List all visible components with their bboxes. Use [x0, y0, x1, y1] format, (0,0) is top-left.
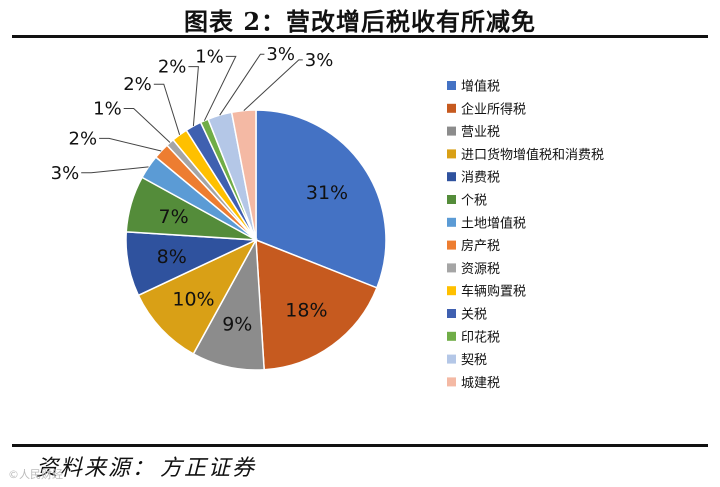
legend-label-3: 营业税 [461, 125, 500, 140]
legend-label-8: 房产税 [461, 238, 500, 254]
legend-swatch-11 [447, 309, 456, 318]
data-label-14: 3% [305, 50, 334, 71]
legend-swatch-8 [447, 240, 456, 250]
data-label-1: 31% [306, 182, 348, 204]
legend-label-10: 车辆购置税 [461, 284, 526, 300]
legend-swatch-9 [447, 263, 456, 273]
leader-line-10 [153, 83, 181, 135]
data-label-8: 2% [69, 128, 98, 149]
leader-line-8 [99, 137, 162, 152]
legend-label-6: 个税 [461, 194, 487, 209]
data-label-13: 3% [266, 44, 295, 65]
legend-label-11: 关税 [461, 308, 487, 323]
leader-line-13 [219, 53, 265, 116]
legend-label-1: 增值税 [461, 79, 500, 95]
legend-label-12: 印花税 [461, 329, 500, 345]
data-label-9: 1% [93, 99, 122, 120]
data-label-10: 2% [123, 74, 152, 95]
leader-line-14 [243, 59, 303, 111]
legend-label-5: 消费税 [461, 171, 500, 186]
pie-slice-14 [230, 109, 257, 241]
legend: 增值税企业所得税营业税进口货物增值税和消费税消费税个税土地增值税房产税资源税车辆… [447, 79, 604, 391]
legend-swatch-14 [447, 377, 456, 387]
legend-label-9: 资源税 [461, 262, 500, 277]
legend-label-13: 契税 [461, 353, 487, 368]
legend-label-14: 城建税 [461, 376, 500, 391]
data-label-4: 10% [172, 289, 214, 311]
leader-line-12 [203, 55, 237, 121]
title-rule [12, 35, 708, 38]
leader-line-9 [123, 108, 171, 143]
legend-swatch-12 [447, 331, 456, 341]
legend-swatch-10 [447, 286, 456, 296]
pie-slice-4 [137, 238, 258, 355]
source-label: 资料来源： [36, 456, 157, 481]
source-note: 资料来源： 方正证券 [32, 450, 256, 482]
data-label-5: 8% [157, 246, 187, 268]
legend-swatch-3 [447, 126, 456, 136]
data-label-6: 7% [159, 206, 189, 228]
legend-label-7: 土地增值税 [461, 215, 526, 231]
source-value: 方正证券 [160, 456, 257, 481]
data-label-11: 2% [158, 57, 187, 78]
pie-slice-2 [255, 238, 378, 371]
data-label-3: 9% [222, 314, 252, 336]
data-label-2: 18% [285, 299, 327, 321]
leader-line-11 [188, 66, 199, 127]
data-label-12: 1% [195, 46, 224, 67]
legend-swatch-7 [447, 217, 456, 227]
pie-slices [125, 109, 387, 371]
legend-label-4: 进口货物增值税和消费税 [461, 147, 604, 163]
data-label-7: 3% [51, 163, 80, 184]
pie-slice-1 [255, 109, 387, 289]
leader-lines [81, 53, 303, 174]
legend-swatch-5 [447, 172, 456, 182]
legend-swatch-4 [447, 149, 456, 159]
legend-swatch-2 [447, 103, 456, 113]
leader-line-7 [81, 166, 149, 174]
legend-swatch-13 [447, 354, 456, 364]
legend-swatch-1 [447, 81, 456, 90]
data-labels: 31%18%9%10%8%7%3%2%1%2%2% 1% 3% 3% [51, 44, 348, 336]
watermark: ©人民财经 [8, 468, 63, 481]
legend-swatch-6 [447, 195, 456, 204]
footer-rule [12, 444, 708, 447]
chart-title: 图表 2：营改增后税收有所减免 [183, 7, 537, 36]
legend-label-2: 企业所得税 [461, 101, 526, 117]
